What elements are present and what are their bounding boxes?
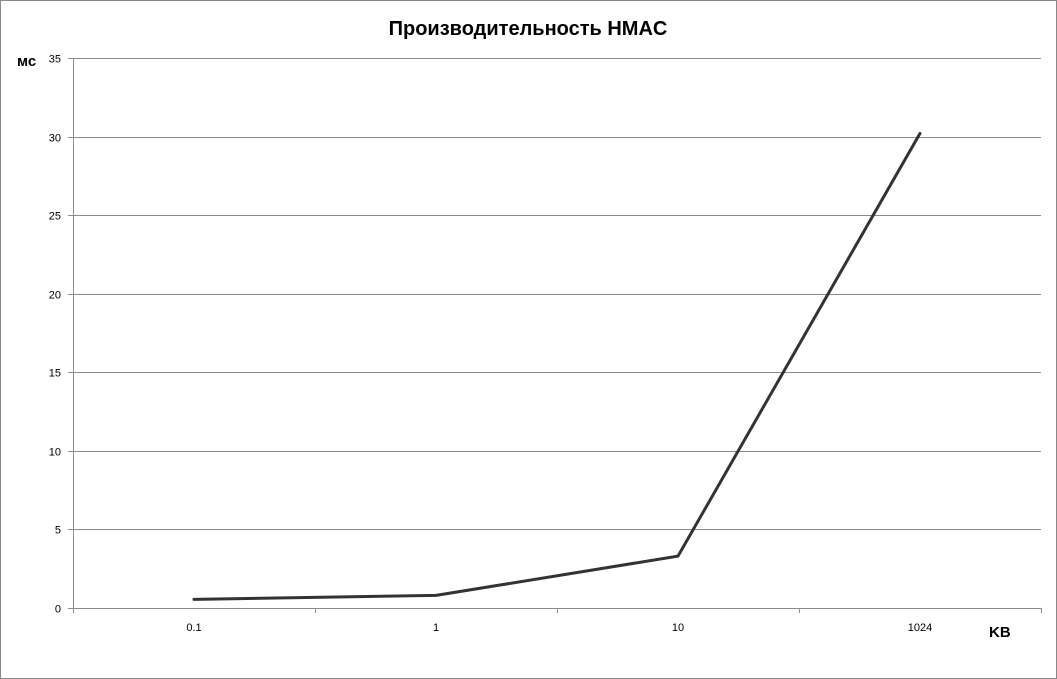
tick-labels: 0 5 10 15 20 25 30 35 0.1 1 10 1024 bbox=[49, 54, 932, 635]
y-tick-label: 25 bbox=[49, 211, 61, 223]
x-axis-label: KB bbox=[989, 624, 1011, 641]
y-tick-label: 0 bbox=[55, 604, 61, 616]
grid bbox=[73, 58, 1041, 530]
x-tick-label: 1024 bbox=[908, 622, 932, 634]
y-tick-label: 35 bbox=[49, 54, 61, 66]
y-tick-label: 10 bbox=[49, 447, 61, 459]
x-tick-label: 10 bbox=[672, 622, 684, 634]
y-axis-label: мс bbox=[17, 53, 36, 70]
x-tick-label: 1 bbox=[433, 622, 439, 634]
chart-title: Производительность HMAC bbox=[389, 18, 668, 40]
y-tick-label: 30 bbox=[49, 133, 61, 145]
y-tick-label: 5 bbox=[55, 525, 61, 537]
series-line bbox=[192, 131, 922, 601]
x-tick-label: 0.1 bbox=[186, 622, 201, 634]
series bbox=[192, 131, 922, 601]
y-tick-label: 15 bbox=[49, 368, 61, 380]
axes bbox=[68, 58, 1042, 613]
y-tick-label: 20 bbox=[49, 290, 61, 302]
